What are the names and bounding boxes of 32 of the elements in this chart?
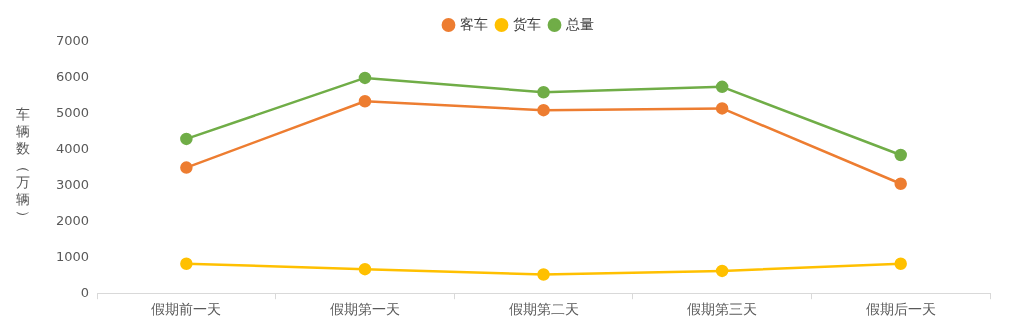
y-tick-label: 3000 [55, 176, 90, 192]
x-tick-label: 假期后一天 [865, 301, 936, 318]
point [358, 262, 372, 276]
point [180, 161, 193, 174]
y-tick-label: 7000 [55, 33, 90, 49]
y-axis-title: 车辆数（万辆） [14, 105, 33, 225]
point [537, 85, 550, 99]
y-tick-label: 6000 [55, 69, 90, 85]
point [715, 80, 729, 94]
legend-label: 总量 [564, 15, 594, 32]
point [180, 257, 193, 271]
x-tick-label: 假期第二天 [508, 301, 579, 318]
y-tick-label: 5000 [55, 105, 90, 121]
point [537, 268, 550, 281]
x-tick-label: 假期第三天 [687, 301, 758, 318]
point [358, 94, 372, 108]
point [358, 71, 372, 85]
x-tick-label: 假期第一天 [329, 301, 400, 318]
x-tick-label: 假期前一天 [151, 301, 222, 318]
point [894, 148, 907, 162]
point [894, 177, 907, 190]
y-tick-label: 0 [80, 284, 90, 300]
point [715, 102, 729, 115]
point [715, 264, 729, 278]
y-tick-label: 1000 [55, 248, 90, 264]
point [894, 257, 907, 271]
point [180, 132, 193, 146]
legend-label: 货车 [512, 15, 541, 32]
legend-label: 客车 [459, 15, 488, 32]
y-tick-label: 2000 [55, 212, 90, 228]
y-tick-label: 4000 [55, 141, 90, 157]
point [537, 103, 550, 117]
